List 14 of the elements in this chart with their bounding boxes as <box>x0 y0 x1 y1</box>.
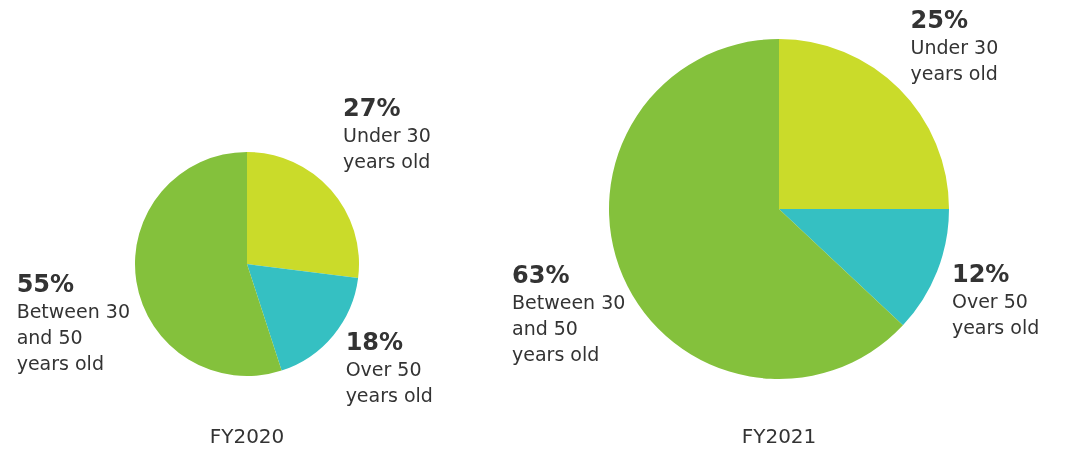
slice-label: Over 50 years old <box>345 358 433 407</box>
text: FY2021 <box>741 424 817 449</box>
data-label: 63% <box>512 261 570 290</box>
data-label: 25% <box>910 6 968 35</box>
slice-label: Under 30 years old <box>343 123 431 172</box>
data-label: 55% <box>16 270 75 299</box>
slice-label: Over 50 years old <box>951 290 1040 339</box>
data-label: 12% <box>951 260 1010 289</box>
slice-label: Between 30 and 50 years old <box>512 291 626 366</box>
slice-label: Under 30 years old <box>910 36 999 85</box>
text: FY2020 <box>209 424 285 449</box>
data-label: 18% <box>345 328 404 357</box>
data-label: 27% <box>343 93 401 122</box>
slice-label: Between 30 and 50 years old <box>16 300 131 375</box>
